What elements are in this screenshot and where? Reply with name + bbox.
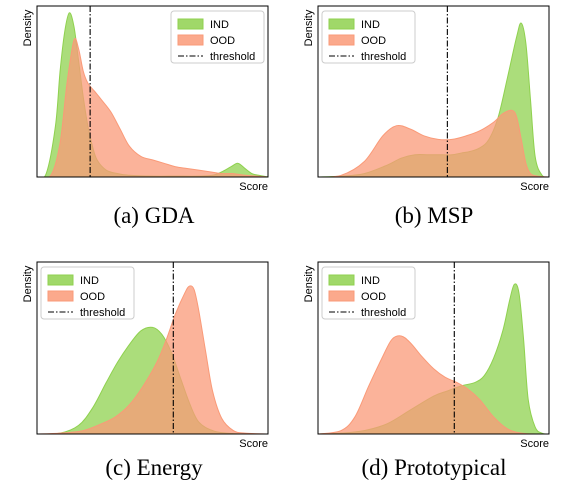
y-axis-label: Density	[22, 265, 34, 302]
panel-c-energy: Density Score IND OOD threshold	[22, 261, 269, 450]
legend-swatch-ood	[328, 290, 355, 302]
legend-swatch-ind	[328, 18, 355, 30]
panel-b-msp: Density Score IND OOD threshold	[303, 5, 550, 193]
legend-swatch-ind	[328, 274, 355, 286]
x-axis-label: Score	[520, 438, 549, 450]
legend: IND OOD threshold	[40, 266, 135, 320]
density-area-ood	[37, 285, 268, 434]
axes-frame	[317, 5, 550, 178]
legend-swatch-ind	[177, 18, 204, 30]
density-area-ood	[37, 37, 268, 177]
axes-frame	[36, 5, 269, 178]
y-axis-label: Density	[303, 265, 315, 302]
panel-a-gda: Density Score IND OOD threshold	[22, 5, 269, 193]
caption-prototypical: (d) Prototypical	[361, 455, 507, 480]
density-areas	[318, 22, 549, 177]
legend-label-threshold: threshold	[361, 307, 406, 319]
x-axis-label: Score	[239, 438, 268, 450]
axes-frame	[36, 261, 269, 435]
x-axis-label: Score	[520, 181, 549, 193]
density-areas	[318, 283, 549, 434]
panel-d-prototypical: Density Score IND OOD threshold	[303, 261, 550, 450]
axes-frame	[317, 261, 550, 435]
legend-label-ood: OOD	[361, 291, 386, 303]
legend-label-ind: IND	[210, 19, 229, 31]
density-area-ood	[318, 335, 549, 434]
caption-energy: (c) Energy	[105, 455, 203, 480]
legend: IND OOD threshold	[170, 10, 265, 64]
x-axis-label: Score	[239, 181, 268, 193]
legend-label-ood: OOD	[361, 35, 386, 47]
legend: IND OOD threshold	[321, 10, 416, 64]
density-areas	[37, 285, 268, 434]
legend-swatch-ind	[47, 274, 74, 286]
legend-swatch-ood	[47, 290, 74, 302]
legend-label-ind: IND	[361, 19, 380, 31]
legend-label-ood: OOD	[210, 35, 235, 47]
legend-label-ind: IND	[361, 275, 380, 287]
density-areas	[37, 12, 268, 177]
legend-swatch-ood	[328, 34, 355, 46]
y-axis-label: Density	[22, 9, 34, 46]
legend-label-threshold: threshold	[80, 307, 125, 319]
density-area-ood	[318, 109, 549, 177]
legend: IND OOD threshold	[321, 266, 416, 320]
legend-label-threshold: threshold	[361, 51, 406, 63]
legend-label-ind: IND	[80, 275, 99, 287]
legend-swatch-ood	[177, 34, 204, 46]
legend-label-ood: OOD	[80, 291, 105, 303]
caption-gda: (a) GDA	[113, 203, 195, 228]
y-axis-label: Density	[303, 9, 315, 46]
caption-msp: (b) MSP	[394, 203, 474, 228]
legend-label-threshold: threshold	[210, 51, 255, 63]
